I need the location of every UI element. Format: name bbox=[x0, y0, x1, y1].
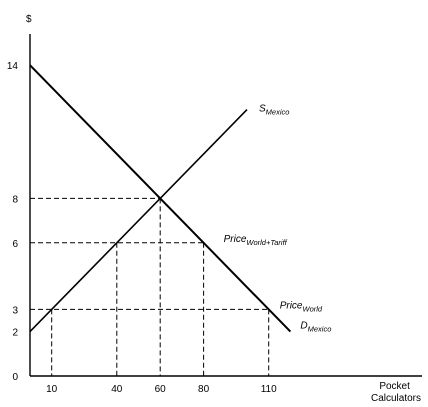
x-tick-label: 80 bbox=[198, 384, 210, 395]
price-world-tariff-label: PriceWorld+Tariff bbox=[224, 234, 288, 247]
y-axis-label: $ bbox=[26, 14, 32, 25]
y-tick-label: 6 bbox=[12, 239, 18, 250]
y-tick-label: 0 bbox=[12, 372, 18, 383]
x-tick-label: 10 bbox=[46, 384, 58, 395]
dashed-guide-lines bbox=[30, 197, 270, 376]
supply-label-subscript: Mexico bbox=[266, 108, 290, 117]
y-tick-label: 3 bbox=[12, 305, 18, 316]
demand-curve-label: DMexico bbox=[300, 321, 331, 334]
y-tick-label: 8 bbox=[12, 194, 18, 205]
x-axis-label: Pocket Calculators bbox=[371, 381, 421, 404]
tick-labels: 2 3 6 8 14 0 10 40 60 80 110 bbox=[7, 61, 277, 395]
price-world-label-subscript: World bbox=[302, 304, 322, 313]
supply-curve-label: SMexico bbox=[259, 104, 289, 117]
price-world-label-main: Price bbox=[280, 300, 303, 311]
y-tick-label: 2 bbox=[12, 328, 18, 339]
demand-label-subscript: Mexico bbox=[308, 325, 332, 334]
curves bbox=[29, 64, 292, 333]
supply-label-main: S bbox=[259, 104, 266, 115]
axes bbox=[29, 34, 422, 377]
price-world-tariff-label-main: Price bbox=[224, 234, 247, 245]
y-tick-label: 14 bbox=[7, 61, 19, 72]
x-tick-label: 40 bbox=[111, 384, 123, 395]
x-tick-label: 110 bbox=[261, 384, 277, 395]
x-axis-label-line-2: Calculators bbox=[371, 393, 421, 404]
price-world-label: PriceWorld bbox=[280, 300, 323, 313]
x-axis-label-line-1: Pocket bbox=[379, 381, 410, 392]
supply-curve-line bbox=[29, 109, 248, 333]
price-world-tariff-label-subscript: World+Tariff bbox=[246, 238, 287, 247]
x-tick-label: 60 bbox=[155, 384, 167, 395]
demand-label-main: D bbox=[300, 321, 307, 332]
